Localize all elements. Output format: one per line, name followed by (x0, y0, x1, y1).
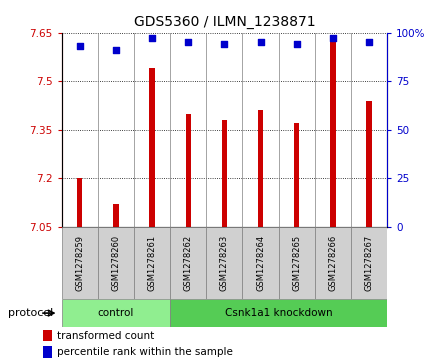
Point (185, 40, 192, 45)
Point (149, 36, 156, 41)
Point (76, 43, 83, 49)
Bar (222, 120, 227, 227)
Point (366, 40, 373, 45)
Title: GDS5360 / ILMN_1238871: GDS5360 / ILMN_1238871 (134, 15, 315, 29)
Text: GSM1278262: GSM1278262 (184, 235, 193, 291)
Bar (279, 227, 315, 299)
Bar (149, 68, 155, 227)
Point (221, 41, 228, 47)
Point (112, 47, 119, 53)
Bar (315, 227, 351, 299)
Text: GSM1278267: GSM1278267 (365, 235, 374, 291)
Point (293, 41, 300, 47)
Text: GSM1278263: GSM1278263 (220, 235, 229, 291)
Text: protocol: protocol (7, 308, 53, 318)
Bar (206, 227, 242, 299)
Bar (62, 227, 98, 299)
Bar (242, 227, 279, 299)
Bar (367, 101, 372, 227)
Bar (170, 227, 206, 299)
Text: GSM1278265: GSM1278265 (292, 235, 301, 291)
Text: GSM1278261: GSM1278261 (147, 235, 157, 291)
Bar (186, 114, 191, 227)
Text: GSM1278260: GSM1278260 (111, 235, 121, 291)
Bar (77, 178, 82, 227)
Text: Csnk1a1 knockdown: Csnk1a1 knockdown (225, 308, 333, 318)
Text: control: control (98, 308, 134, 318)
Bar (62, 299, 170, 327)
Text: GSM1278266: GSM1278266 (328, 235, 337, 291)
Point (257, 40, 264, 45)
Bar (294, 123, 300, 227)
Bar (170, 299, 387, 327)
Bar (134, 227, 170, 299)
Point (330, 36, 337, 41)
Bar (43, 346, 52, 358)
Text: transformed count: transformed count (57, 331, 154, 341)
Bar (258, 110, 263, 227)
Text: GSM1278264: GSM1278264 (256, 235, 265, 291)
Text: percentile rank within the sample: percentile rank within the sample (57, 347, 233, 357)
Bar (330, 36, 336, 227)
Bar (113, 204, 119, 227)
Bar (98, 227, 134, 299)
Bar (351, 227, 387, 299)
Bar (43, 330, 52, 341)
Text: GSM1278259: GSM1278259 (75, 235, 84, 291)
